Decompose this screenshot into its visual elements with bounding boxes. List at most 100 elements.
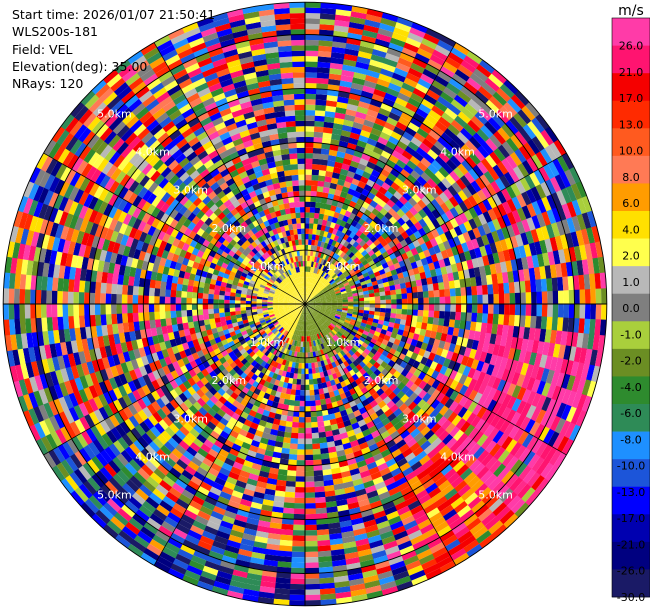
gate-cell — [437, 181, 448, 193]
gate-cell — [331, 239, 337, 247]
gate-cell — [429, 54, 446, 67]
gate-cell — [412, 112, 426, 124]
gate-cell — [393, 67, 409, 78]
gate-cell — [310, 283, 313, 289]
gate-cell — [354, 250, 362, 258]
gate-cell — [439, 65, 456, 79]
gate-cell — [468, 136, 482, 150]
gate-cell — [487, 117, 502, 132]
gate-cell — [359, 129, 372, 139]
gate-cell — [343, 240, 350, 248]
gate-cell — [327, 269, 333, 275]
gate-cell — [336, 151, 346, 159]
gate-cell — [423, 182, 434, 193]
gate-cell — [491, 69, 508, 85]
gate-cell — [394, 22, 412, 33]
gate-cell — [366, 8, 384, 18]
gate-cell — [318, 213, 325, 220]
gate-cell — [348, 21, 365, 30]
gate-cell — [404, 201, 414, 211]
gate-cell — [499, 83, 516, 99]
gate-cell — [315, 234, 320, 241]
gate-cell — [327, 215, 334, 223]
gate-cell — [334, 206, 342, 214]
gate-cell — [328, 270, 334, 277]
gate-cell — [331, 172, 341, 180]
gate-cell — [305, 109, 316, 116]
gate-cell — [313, 294, 319, 299]
gate-cell — [305, 158, 313, 165]
gate-cell — [339, 275, 346, 281]
gate-cell — [429, 188, 440, 200]
gate-cell — [322, 253, 328, 260]
gate-cell — [310, 266, 313, 273]
gate-cell — [393, 163, 404, 174]
gate-cell — [305, 29, 320, 35]
gate-cell — [352, 265, 360, 272]
gate-cell — [391, 203, 401, 213]
gate-cell — [308, 296, 314, 301]
gate-cell — [423, 93, 438, 106]
gate-cell — [346, 170, 356, 179]
gate-cell — [316, 88, 328, 95]
gate-cell — [370, 127, 383, 137]
gate-cell — [391, 149, 403, 160]
gate-cell — [344, 175, 354, 184]
gate-cell — [366, 191, 376, 201]
gate-cell — [412, 87, 427, 99]
gate-cell — [305, 223, 310, 229]
gate-cell — [305, 18, 321, 25]
gate-cell — [317, 275, 322, 281]
gate-cell — [390, 181, 401, 192]
gate-cell — [375, 177, 385, 187]
gate-cell — [377, 28, 394, 38]
gate-cell — [351, 126, 362, 135]
gate-cell — [351, 178, 361, 186]
gate-cell — [366, 231, 374, 240]
gate-cell — [316, 268, 321, 275]
gate-cell — [311, 169, 320, 176]
gate-cell — [314, 286, 319, 292]
gate-cell — [337, 249, 344, 257]
gate-cell — [396, 173, 408, 183]
gate-cell — [332, 41, 347, 49]
gate-cell — [319, 18, 336, 26]
gate-cell — [351, 5, 369, 15]
gate-cell — [333, 166, 342, 174]
gate-cell — [394, 97, 409, 108]
gate-cell — [509, 116, 524, 132]
gate-cell — [349, 260, 356, 267]
gate-cell — [480, 158, 493, 172]
gate-cell — [388, 82, 402, 93]
gate-cell — [353, 190, 362, 199]
gate-cell — [378, 22, 396, 33]
gate-cell — [307, 294, 310, 300]
gate-cell — [364, 74, 379, 84]
gate-cell — [407, 121, 420, 133]
gate-cell — [342, 158, 352, 166]
gate-cell — [485, 138, 498, 152]
gate-cell — [407, 32, 424, 44]
gate-cell — [372, 146, 384, 156]
gate-cell — [381, 12, 399, 23]
gate-cell — [306, 287, 308, 294]
gate-cell — [324, 111, 336, 118]
gate-cell — [407, 97, 422, 109]
gate-cell — [392, 102, 406, 113]
gate-cell — [355, 259, 362, 267]
gate-cell — [365, 239, 374, 247]
gate-cell — [312, 164, 320, 171]
gate-cell — [433, 184, 444, 196]
gate-cell — [343, 119, 355, 128]
gate-cell — [517, 109, 532, 125]
gate-cell — [305, 244, 309, 251]
gate-cell — [367, 64, 383, 74]
gate-cell — [463, 123, 477, 137]
gate-cell — [305, 239, 309, 245]
gate-cell — [326, 261, 332, 268]
gate-cell — [362, 228, 371, 237]
gate-cell — [306, 293, 309, 299]
gate-cell — [319, 208, 326, 215]
gate-cell — [364, 114, 377, 123]
gate-cell — [319, 164, 328, 171]
